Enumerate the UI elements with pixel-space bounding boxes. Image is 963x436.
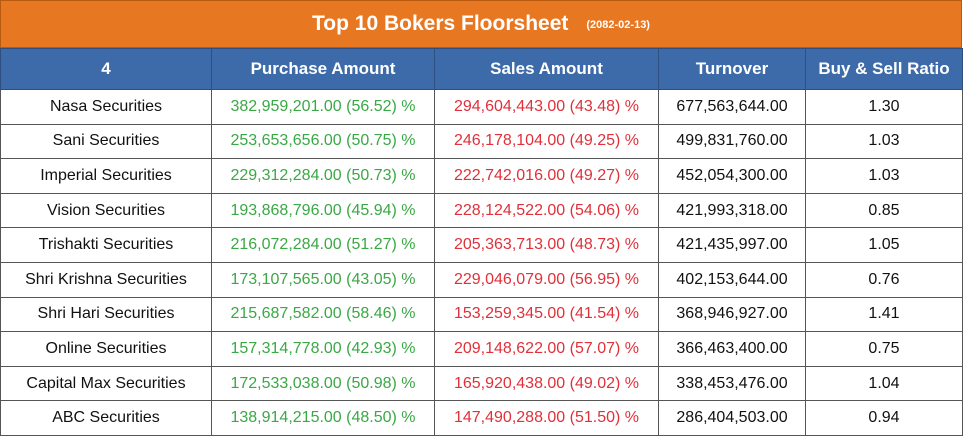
broker-name-cell: Vision Securities xyxy=(0,192,212,229)
purchase-amount-cell: 138,914,215.00 (48.50) % xyxy=(211,400,435,436)
turnover-cell: 366,463,400.00 xyxy=(658,331,806,367)
broker-name-cell: ABC Securities xyxy=(0,400,212,436)
column-header-rank: 4 xyxy=(0,48,212,90)
table-row: Sani Securities 253,653,656.00 (50.75) %… xyxy=(0,123,963,160)
ratio-cell: 0.75 xyxy=(805,331,963,367)
table-row: Shri Krishna Securities 173,107,565.00 (… xyxy=(0,261,963,298)
table-row: Trishakti Securities 216,072,284.00 (51.… xyxy=(0,227,963,263)
sales-amount-cell: 165,920,438.00 (49.02) % xyxy=(434,365,659,402)
column-header-sales-amount: Sales Amount xyxy=(434,48,659,90)
broker-name-cell: Imperial Securities xyxy=(0,158,212,194)
ratio-cell: 1.03 xyxy=(805,123,963,160)
purchase-amount-cell: 193,868,796.00 (45.94) % xyxy=(211,192,435,229)
table-row: Imperial Securities 229,312,284.00 (50.7… xyxy=(0,158,963,194)
broker-name-cell: Capital Max Securities xyxy=(0,365,212,402)
sales-amount-cell: 229,046,079.00 (56.95) % xyxy=(434,261,659,298)
column-header-purchase-amount: Purchase Amount xyxy=(211,48,435,90)
ratio-cell: 0.76 xyxy=(805,261,963,298)
broker-name-cell: Shri Krishna Securities xyxy=(0,261,212,298)
table-row: Capital Max Securities 172,533,038.00 (5… xyxy=(0,365,963,402)
sales-amount-cell: 222,742,016.00 (49.27) % xyxy=(434,158,659,194)
turnover-cell: 402,153,644.00 xyxy=(658,261,806,298)
column-header-turnover: Turnover xyxy=(658,48,806,90)
purchase-amount-cell: 215,687,582.00 (58.46) % xyxy=(211,296,435,333)
purchase-amount-cell: 253,653,656.00 (50.75) % xyxy=(211,123,435,160)
table-row: Online Securities 157,314,778.00 (42.93)… xyxy=(0,331,963,367)
broker-name-cell: Trishakti Securities xyxy=(0,227,212,263)
sales-amount-cell: 246,178,104.00 (49.25) % xyxy=(434,123,659,160)
title-date: (2082-02-13) xyxy=(586,19,650,31)
table-row: Vision Securities 193,868,796.00 (45.94)… xyxy=(0,192,963,229)
turnover-cell: 421,993,318.00 xyxy=(658,192,806,229)
sales-amount-cell: 153,259,345.00 (41.54) % xyxy=(434,296,659,333)
table-row: ABC Securities 138,914,215.00 (48.50) % … xyxy=(0,400,963,436)
title-bar: Top 10 Bokers Floorsheet (2082-02-13) xyxy=(0,0,962,48)
sales-amount-cell: 205,363,713.00 (48.73) % xyxy=(434,227,659,263)
purchase-amount-cell: 172,533,038.00 (50.98) % xyxy=(211,365,435,402)
broker-name-cell: Shri Hari Securities xyxy=(0,296,212,333)
ratio-cell: 1.30 xyxy=(805,89,963,125)
ratio-cell: 0.94 xyxy=(805,400,963,436)
sales-amount-cell: 294,604,443.00 (43.48) % xyxy=(434,89,659,125)
purchase-amount-cell: 157,314,778.00 (42.93) % xyxy=(211,331,435,367)
broker-name-cell: Online Securities xyxy=(0,331,212,367)
ratio-cell: 1.03 xyxy=(805,158,963,194)
ratio-cell: 1.05 xyxy=(805,227,963,263)
table-row: Nasa Securities 382,959,201.00 (56.52) %… xyxy=(0,89,963,125)
sales-amount-cell: 228,124,522.00 (54.06) % xyxy=(434,192,659,229)
turnover-cell: 368,946,927.00 xyxy=(658,296,806,333)
turnover-cell: 421,435,997.00 xyxy=(658,227,806,263)
table-header-row: 4 Purchase Amount Sales Amount Turnover … xyxy=(0,48,963,90)
turnover-cell: 338,453,476.00 xyxy=(658,365,806,402)
page-title: Top 10 Bokers Floorsheet xyxy=(312,12,569,35)
turnover-cell: 499,831,760.00 xyxy=(658,123,806,160)
ratio-cell: 1.04 xyxy=(805,365,963,402)
purchase-amount-cell: 173,107,565.00 (43.05) % xyxy=(211,261,435,298)
sales-amount-cell: 147,490,288.00 (51.50) % xyxy=(434,400,659,436)
purchase-amount-cell: 382,959,201.00 (56.52) % xyxy=(211,89,435,125)
turnover-cell: 286,404,503.00 xyxy=(658,400,806,436)
purchase-amount-cell: 216,072,284.00 (51.27) % xyxy=(211,227,435,263)
turnover-cell: 677,563,644.00 xyxy=(658,89,806,125)
table-row: Shri Hari Securities 215,687,582.00 (58.… xyxy=(0,296,963,333)
turnover-cell: 452,054,300.00 xyxy=(658,158,806,194)
ratio-cell: 1.41 xyxy=(805,296,963,333)
purchase-amount-cell: 229,312,284.00 (50.73) % xyxy=(211,158,435,194)
column-header-buy-sell-ratio: Buy & Sell Ratio xyxy=(805,48,963,90)
broker-name-cell: Sani Securities xyxy=(0,123,212,160)
sales-amount-cell: 209,148,622.00 (57.07) % xyxy=(434,331,659,367)
broker-name-cell: Nasa Securities xyxy=(0,89,212,125)
ratio-cell: 0.85 xyxy=(805,192,963,229)
brokers-table: 4 Purchase Amount Sales Amount Turnover … xyxy=(0,48,963,436)
